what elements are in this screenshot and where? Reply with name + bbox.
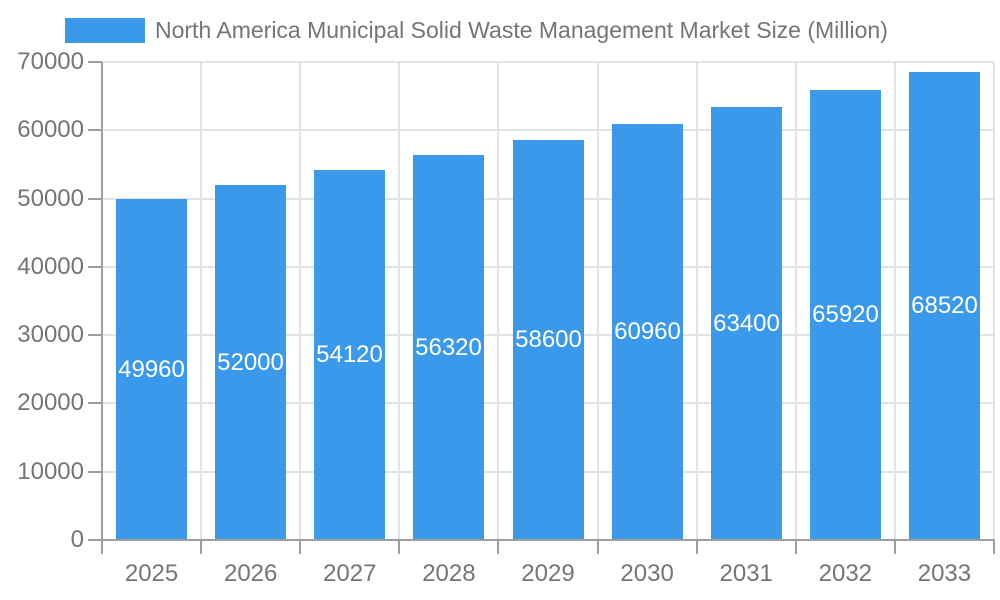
gridline-vertical xyxy=(695,62,698,540)
gridline-vertical xyxy=(596,62,599,540)
gridline-vertical xyxy=(993,62,995,540)
gridline-horizontal xyxy=(102,129,994,132)
x-tick-mark xyxy=(398,540,401,554)
bar[interactable]: 49960 xyxy=(116,199,187,540)
x-tick-mark xyxy=(596,540,599,554)
y-tick-label: 20000 xyxy=(17,389,84,417)
x-tick-mark xyxy=(101,540,103,554)
bar-value-label: 54120 xyxy=(316,341,383,368)
legend-label: North America Municipal Solid Waste Mana… xyxy=(155,17,888,43)
bar-value-label: 65920 xyxy=(812,301,879,328)
y-tick-mark xyxy=(88,61,102,63)
x-tick-label: 2028 xyxy=(422,560,476,587)
bar-value-label: 60960 xyxy=(614,318,681,345)
y-tick-mark xyxy=(88,470,102,473)
x-tick-mark xyxy=(893,540,896,554)
bar[interactable]: 65920 xyxy=(810,90,881,540)
gridline-vertical xyxy=(497,62,500,540)
gridline-vertical xyxy=(794,62,797,540)
x-tick-mark xyxy=(299,540,302,554)
y-tick-mark xyxy=(88,539,102,541)
bar-value-label: 56320 xyxy=(415,333,482,361)
y-tick-label: 40000 xyxy=(17,252,84,280)
x-tick-mark xyxy=(794,540,797,554)
legend-item[interactable]: North America Municipal Solid Waste Mana… xyxy=(65,17,888,43)
x-tick-label: 2029 xyxy=(521,560,575,587)
gridline-vertical xyxy=(398,62,401,540)
bar-value-label: 58600 xyxy=(515,326,582,353)
x-tick-mark xyxy=(695,540,698,554)
x-tick-label: 2027 xyxy=(323,560,377,587)
y-tick-label: 70000 xyxy=(17,48,84,75)
y-tick-mark xyxy=(88,197,102,200)
x-tick-mark xyxy=(993,540,995,554)
gridline-vertical xyxy=(200,62,203,540)
y-tick-mark xyxy=(88,402,102,405)
bar[interactable]: 68520 xyxy=(909,72,980,540)
x-tick-label: 2025 xyxy=(124,560,179,587)
x-axis-line xyxy=(101,539,995,541)
bar[interactable]: 56320 xyxy=(413,155,484,540)
bar-value-label: 52000 xyxy=(217,348,284,376)
y-tick-label: 10000 xyxy=(17,457,84,485)
bar[interactable]: 63400 xyxy=(711,107,782,540)
x-tick-label: 2026 xyxy=(223,560,278,587)
bar-value-label: 49960 xyxy=(118,355,185,383)
x-tick-label: 2030 xyxy=(620,560,674,587)
y-tick-label: 30000 xyxy=(17,321,84,349)
bar[interactable]: 52000 xyxy=(215,185,286,540)
bar[interactable]: 58600 xyxy=(513,140,584,540)
x-tick-label: 2033 xyxy=(917,560,972,587)
x-tick-mark xyxy=(497,540,500,554)
gridline-vertical xyxy=(299,62,302,540)
gridline-vertical xyxy=(893,62,896,540)
y-tick-label: 60000 xyxy=(17,116,84,144)
y-tick-mark xyxy=(88,265,102,268)
bar-value-label: 63400 xyxy=(713,309,780,337)
bar[interactable]: 54120 xyxy=(314,170,385,540)
y-tick-mark xyxy=(88,334,102,337)
y-tick-label: 50000 xyxy=(17,184,84,212)
x-tick-mark xyxy=(200,540,203,554)
y-axis-line xyxy=(101,62,103,540)
x-tick-label: 2032 xyxy=(818,560,873,587)
bar-value-label: 68520 xyxy=(911,292,978,319)
y-tick-label: 0 xyxy=(70,526,84,553)
y-tick-mark xyxy=(88,129,102,132)
gridline-horizontal xyxy=(102,61,994,63)
bar[interactable]: 60960 xyxy=(612,124,683,540)
x-tick-label: 2031 xyxy=(719,560,773,587)
legend-swatch-icon xyxy=(65,17,145,43)
